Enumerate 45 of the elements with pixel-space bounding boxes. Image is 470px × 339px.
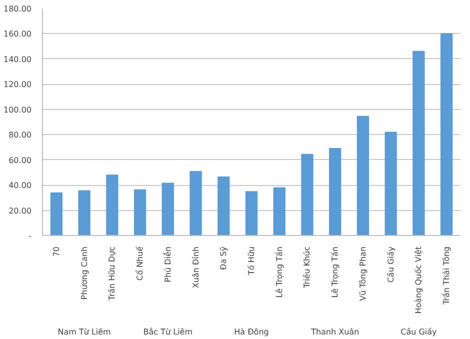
bar	[273, 187, 286, 236]
y-tick-label: 80.00	[8, 130, 32, 140]
y-tick-label: 40.00	[8, 181, 32, 190]
x-tick-label: Hoàng Quốc Việt	[414, 246, 424, 314]
bar	[245, 191, 258, 236]
y-tick-label: 140.00	[4, 54, 32, 64]
y-tick-label: 60.00	[8, 156, 32, 165]
text: Nam Từ Liêm	[58, 328, 112, 336]
bar	[301, 154, 314, 236]
x-tick-label: Đa Sỹ	[219, 246, 228, 270]
bar	[78, 190, 90, 236]
bar	[356, 116, 370, 236]
y-tick-label: 120.00	[4, 80, 32, 90]
x-tick-label: Trần Hữu Dực	[108, 246, 117, 302]
x-tick-label: Cầu Giấy	[386, 246, 396, 283]
bar	[162, 182, 174, 236]
text: Bắc Từ Liêm	[143, 326, 193, 336]
bar	[218, 176, 230, 236]
bar	[190, 171, 202, 236]
x-tick-label: Phương Canh	[80, 246, 89, 300]
bar	[329, 148, 342, 236]
x-tick-label: Lê Trọng Tấn	[274, 246, 284, 298]
bar	[50, 192, 63, 236]
y-tick-label: -	[28, 232, 32, 240]
text: Cầu Giấy	[400, 328, 438, 336]
x-tick-label: Xuân Đỉnh	[191, 246, 200, 288]
x-tick-label: Vũ Tông Phan	[358, 246, 368, 301]
bar	[384, 132, 397, 236]
x-tick-label: Cổ Nhuế	[136, 246, 145, 281]
y-tick-label: 20.00	[8, 206, 32, 216]
y-tick-label: 100.00	[4, 105, 32, 114]
bar	[134, 189, 146, 236]
x-tick-label: Phú Diễn	[163, 246, 172, 282]
y-tick-label: 180.00	[4, 4, 32, 14]
bar	[440, 33, 453, 236]
y-tick-label: 160.00	[4, 30, 32, 39]
bar	[106, 174, 118, 236]
x-tick-label: Trần Thái Tông	[442, 246, 452, 306]
bar	[412, 50, 425, 236]
x-tick-label: Lê Trọng Tấn	[330, 246, 340, 298]
text: Thanh Xuân	[310, 328, 360, 336]
x-tick-label: Triều Khúc	[302, 246, 312, 290]
text: Hà Đông	[234, 328, 269, 336]
x-tick-label: 70	[52, 246, 61, 257]
x-tick-label: Tố Hữu	[247, 246, 256, 276]
